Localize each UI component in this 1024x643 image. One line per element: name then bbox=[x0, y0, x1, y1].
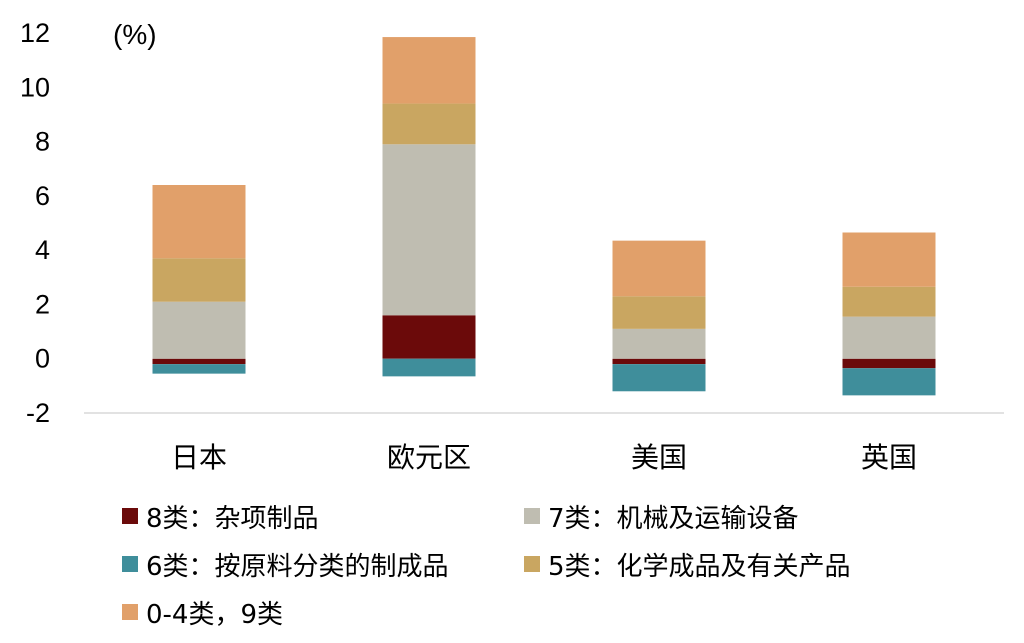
legend-swatch bbox=[524, 556, 540, 572]
y-tick-label: 4 bbox=[35, 235, 50, 265]
y-tick-label: 2 bbox=[35, 289, 50, 319]
bar-segment bbox=[382, 315, 476, 359]
legend-label: 7类：机械及运输设备 bbox=[548, 503, 799, 534]
bar-segment bbox=[842, 286, 936, 317]
legend-label: 8类：杂项制品 bbox=[146, 503, 319, 534]
bar-segment bbox=[842, 316, 936, 359]
legend-swatch bbox=[122, 508, 138, 524]
legend-swatch bbox=[524, 508, 540, 524]
x-category-label: 美国 bbox=[631, 441, 687, 474]
legend-item: 6类：按原料分类的制成品 bbox=[122, 542, 449, 586]
x-axis-categories: 日本 欧元区 美国 英国 bbox=[171, 441, 917, 474]
bar-segment bbox=[612, 240, 706, 297]
x-category-label: 欧元区 bbox=[387, 441, 471, 474]
legend-item: 7类：机械及运输设备 bbox=[524, 494, 799, 538]
bar-segment bbox=[612, 364, 706, 392]
y-unit-label: (%) bbox=[113, 19, 157, 50]
legend-item: 8类：杂项制品 bbox=[122, 494, 319, 538]
bar-segment bbox=[382, 37, 476, 104]
bar-segment bbox=[152, 364, 246, 374]
bar-segment bbox=[152, 301, 246, 359]
bar-segment bbox=[152, 358, 246, 365]
y-axis-ticks: -2 0 2 4 6 8 10 12 bbox=[20, 18, 50, 428]
bar-segment bbox=[152, 258, 246, 302]
stacked-bar-chart: -2 0 2 4 6 8 10 12 (%) 日本 欧元区 美国 英国 bbox=[20, 18, 1004, 474]
legend-item: 0-4类，9类 bbox=[122, 590, 283, 634]
bar-segment bbox=[382, 358, 476, 377]
y-tick-label: 12 bbox=[20, 18, 50, 48]
x-category-label: 英国 bbox=[861, 441, 917, 474]
y-tick-label: 8 bbox=[35, 127, 50, 157]
legend-label: 5类：化学成品及有关产品 bbox=[548, 551, 851, 582]
legend: 8类：杂项制品 7类：机械及运输设备 6类：按原料分类的制成品 5类：化学成品及有关产… bbox=[122, 492, 1002, 640]
y-tick-label: -2 bbox=[26, 398, 50, 428]
bar-segment bbox=[382, 103, 476, 145]
legend-swatch bbox=[122, 604, 138, 620]
y-tick-label: 10 bbox=[20, 72, 50, 102]
bars-group bbox=[152, 37, 936, 396]
legend-label: 0-4类，9类 bbox=[146, 599, 284, 630]
bar-segment bbox=[842, 368, 936, 396]
bar-segment bbox=[612, 328, 706, 359]
x-category-label: 日本 bbox=[171, 441, 227, 474]
legend-label: 6类：按原料分类的制成品 bbox=[146, 551, 449, 582]
y-tick-label: 6 bbox=[35, 181, 50, 211]
bar-segment bbox=[842, 232, 936, 287]
bar-segment bbox=[152, 185, 246, 259]
bar-segment bbox=[612, 358, 706, 365]
bar-segment bbox=[382, 144, 476, 316]
y-tick-label: 0 bbox=[35, 344, 50, 374]
legend-swatch bbox=[122, 556, 138, 572]
bar-segment bbox=[612, 296, 706, 329]
legend-item: 5类：化学成品及有关产品 bbox=[524, 542, 851, 586]
bar-segment bbox=[842, 358, 936, 369]
